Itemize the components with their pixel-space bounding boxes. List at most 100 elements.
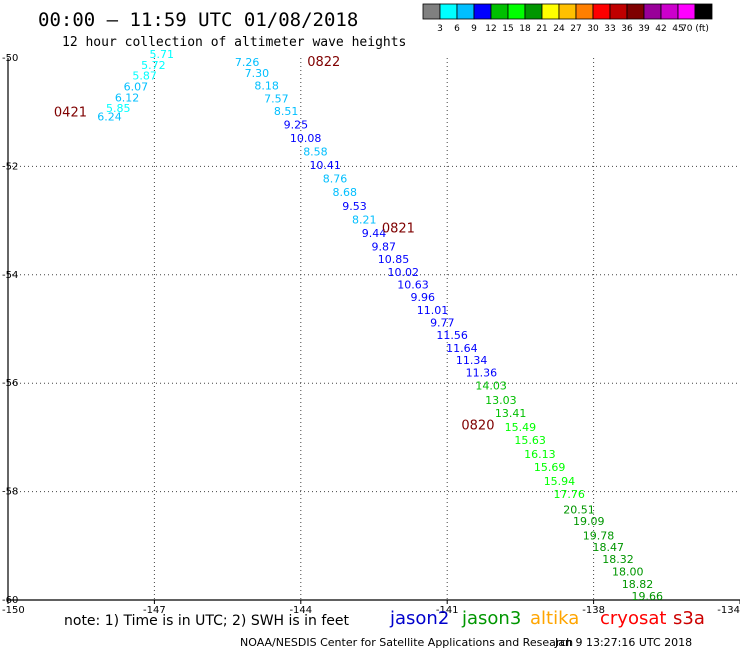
wave-height-point: 6.07	[124, 81, 149, 94]
wave-height-point: 18.00	[612, 566, 644, 579]
wave-height-point: 7.30	[245, 67, 270, 80]
x-ticks: -150 -147 -144 -141 -138 -134	[2, 600, 740, 616]
wave-height-point: 15.63	[514, 434, 546, 447]
wave-height-point: 10.08	[290, 132, 322, 145]
wave-height-point: 8.51	[274, 105, 299, 118]
x-tick-label: -141	[436, 605, 459, 616]
wave-height-point: 5.71	[149, 48, 174, 61]
wave-height-point: 11.64	[446, 342, 478, 355]
wave-height-point: 9.87	[372, 240, 397, 253]
legend-swatch	[422, 3, 441, 20]
legend-label: 70 (ft)	[681, 24, 709, 34]
x-tick-label: -144	[289, 605, 312, 616]
wave-height-point: 18.82	[622, 578, 654, 591]
wave-height-point: 18.32	[602, 553, 634, 566]
wave-height-point: 10.63	[397, 278, 429, 291]
wave-height-point: 6.12	[115, 91, 140, 104]
plot-frame	[7, 58, 740, 601]
legend-label: 45	[672, 24, 683, 34]
wave-height-point: 9.53	[342, 200, 367, 213]
pass-time-label: 0822	[307, 55, 340, 70]
legend-swatch	[507, 3, 526, 20]
wave-height-point: 7.26	[235, 56, 260, 69]
x-tick-label: -138	[582, 605, 605, 616]
wave-height-point: 6.24	[97, 110, 122, 123]
wave-height-point: 5.87	[132, 70, 157, 83]
y-tick-label: -58	[2, 487, 18, 498]
wave-height-point: 20.51	[563, 503, 595, 516]
wave-height-point: 18.47	[592, 541, 624, 554]
wave-height-point: 8.68	[332, 186, 357, 199]
legend-swatch	[473, 3, 492, 20]
y-tick-label: -60	[2, 595, 18, 606]
wave-height-point: 11.56	[436, 329, 468, 342]
legend-swatch	[541, 3, 560, 20]
x-tick-label: -134	[717, 605, 740, 616]
wave-height-point: 8.58	[303, 146, 328, 159]
wave-height-point: 15.94	[544, 475, 576, 488]
wave-height-point: 5.85	[106, 102, 131, 115]
wave-height-point: 11.36	[466, 367, 498, 380]
wave-height-point: 9.25	[284, 118, 309, 131]
wave-height-point: 9.77	[430, 316, 455, 329]
mission-label: altika	[530, 608, 579, 629]
legend-swatch	[592, 3, 611, 20]
pass-time-label: 0421	[54, 106, 87, 121]
footer-note: note: 1) Time is in UTC; 2) SWH is in fe…	[64, 613, 350, 629]
mission-label: jason3	[461, 608, 521, 629]
mission-label: cryosat	[600, 608, 666, 629]
legend-label: 21	[536, 24, 547, 34]
legend-label: 3	[437, 24, 443, 34]
wave-height-point: 9.44	[362, 227, 387, 240]
wave-height-point: 10.41	[309, 159, 341, 172]
wave-height-point: 17.76	[553, 488, 585, 501]
legend-swatch	[575, 3, 594, 20]
data-tracks: 5.715.725.876.076.125.856.24 0421 7.267.30…	[54, 48, 663, 603]
wave-height-point: 13.03	[485, 394, 517, 407]
legend-swatch	[694, 3, 713, 20]
legend-label: 18	[519, 24, 531, 34]
grid	[8, 58, 740, 600]
wave-height-point: 7.57	[264, 92, 289, 105]
wave-height-point: 15.69	[534, 461, 566, 474]
wave-height-point: 15.49	[505, 421, 537, 434]
legend-label: 27	[570, 24, 581, 34]
legend-label: 12	[485, 24, 496, 34]
wave-height-point: 16.13	[524, 448, 556, 461]
legend-swatch	[660, 3, 679, 20]
legend-swatch	[626, 3, 645, 20]
footer-timestamp: Jan 9 13:27:16 UTC 2018	[554, 636, 692, 649]
legend-label: 24	[553, 24, 565, 34]
legend-swatch	[439, 3, 458, 20]
chart-subtitle: 12 hour collection of altimeter wave hei…	[62, 35, 406, 50]
pass-time-label: 0820	[461, 418, 494, 433]
legend-label: 15	[502, 24, 513, 34]
wave-height-point: 19.09	[573, 515, 605, 528]
legend-label: 36	[621, 24, 633, 34]
legend-label: 9	[471, 24, 477, 34]
legend-swatch	[490, 3, 509, 20]
y-tick-label: -54	[2, 270, 18, 281]
x-tick-label: -147	[143, 605, 166, 616]
legend-label: 42	[655, 24, 666, 34]
wave-height-point: 19.66	[632, 590, 664, 603]
pass-time-label: 0821	[382, 222, 415, 237]
wave-height-point: 14.03	[475, 380, 507, 393]
wave-height-point: 10.85	[378, 253, 410, 266]
legend-label: 6	[454, 24, 460, 34]
mission-label: jason2	[389, 608, 449, 629]
y-tick-label: -52	[2, 161, 18, 172]
mission-label: s3a	[673, 608, 705, 629]
wave-height-point: 19.78	[583, 529, 615, 542]
wave-height-point: 13.41	[495, 407, 527, 420]
legend-swatch	[677, 3, 696, 20]
x-tick-label: -150	[2, 605, 25, 616]
wave-height-point: 5.72	[141, 59, 166, 72]
wave-height-point: 8.21	[352, 213, 377, 226]
chart-title: 00:00 – 11:59 UTC 01/08/2018	[38, 9, 358, 31]
wave-height-point: 10.02	[388, 266, 420, 279]
legend-swatch	[558, 3, 577, 20]
legend-swatch	[456, 3, 475, 20]
y-tick-label: -50	[2, 53, 18, 64]
